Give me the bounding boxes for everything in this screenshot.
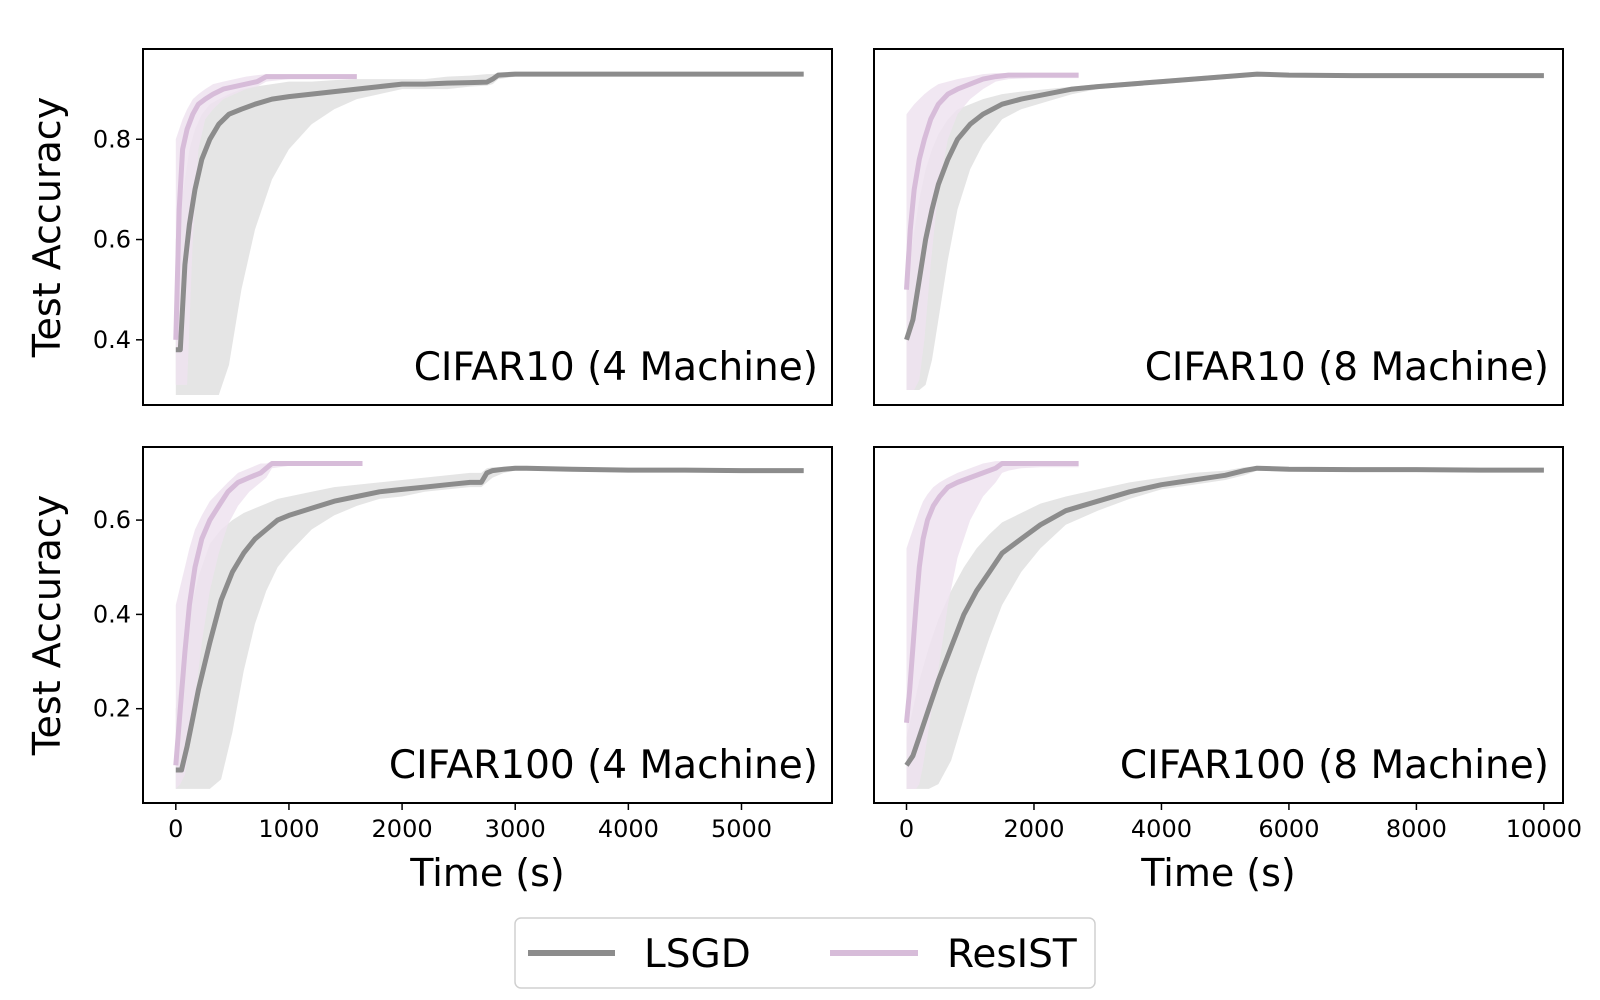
panel-cifar10-8-machine: CIFAR10 (8 Machine) [873,48,1564,406]
x-tick-label: 6000 [1258,815,1319,843]
x-axis-label: Time (s) [1140,851,1296,895]
line-resist [173,461,363,766]
y-axis-label: Test Accuracy [25,97,69,358]
axes-frame [142,446,833,804]
panel-title: CIFAR10 (8 Machine) [1145,345,1549,390]
line-lsgd [175,71,804,353]
plot-area [173,461,804,789]
x-tick-label: 2000 [372,815,433,843]
line-lsgd [175,465,804,773]
y-axis-label: Test Accuracy [25,495,69,756]
x-axis-label: Time (s) [409,851,565,895]
x-tick-label: 4000 [1131,815,1192,843]
axes-frame [142,48,833,406]
line-resist [904,461,1079,724]
x-tick-label: 2000 [1003,815,1064,843]
line-lsgd [904,71,1544,341]
line-lsgd [904,465,1544,767]
panel-cifar100-8-machine: 0 2000 4000 6000 8000 10000 CIFAR100 (8 Machin… [873,446,1582,895]
line-resist [173,74,357,340]
x-tick-label: 5000 [711,815,772,843]
y-tick-label: 0.4 [93,326,131,354]
legend-label-resist: ResIST [947,932,1077,977]
band-resist [175,74,357,385]
y-tick-label: 0.2 [93,695,131,723]
band-lsgd [906,73,1544,390]
x-tick-label: 8000 [1386,815,1447,843]
plot-area [904,461,1544,789]
line-resist [904,72,1079,290]
panel-cifar100-4-machine: 0.2 0.4 0.6 0 1000 2000 3000 4000 5000 CIFAR100 (… [25,446,833,895]
x-tick-label: 1000 [258,815,319,843]
x-tick-label: 4000 [598,815,659,843]
panel-title: CIFAR10 (4 Machine) [414,345,818,390]
band-resist [906,73,1079,390]
panel-title: CIFAR100 (4 Machine) [389,743,818,788]
panel-cifar10-4-machine: 0.4 0.6 0.8 CIFAR10 (4 Machine) Test Accurac… [25,48,833,406]
panel-title: CIFAR100 (8 Machine) [1120,743,1549,788]
y-tick-label: 0.6 [93,506,131,534]
x-tick-label: 0 [899,815,914,843]
legend-label-lsgd: LSGD [644,932,751,977]
y-tick-label: 0.8 [93,125,131,153]
band-resist [906,461,1079,789]
y-tick-label: 0.4 [93,600,131,628]
x-tick-label: 10000 [1506,815,1582,843]
x-tick-label: 0 [168,815,183,843]
y-tick-label: 0.6 [93,226,131,254]
band-lsgd [175,73,804,395]
legend-box [514,917,1096,989]
axes-frame [873,48,1564,406]
x-tick-label: 3000 [485,815,546,843]
plot-area [904,71,1544,390]
axes-frame [873,446,1564,804]
legend: LSGD ResIST [514,917,1096,989]
plot-area [173,71,804,395]
